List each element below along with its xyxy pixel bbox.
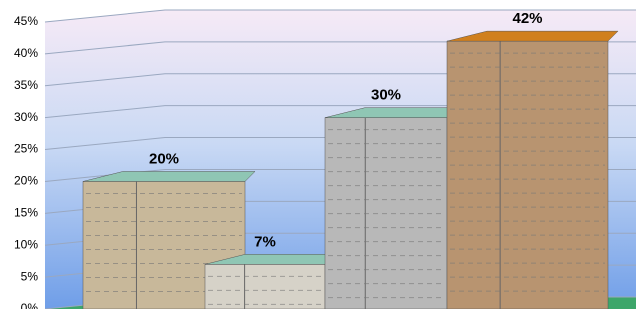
- value-label: 20%: [149, 150, 179, 167]
- y-tick-label: 35%: [14, 78, 38, 92]
- y-tick-label: 40%: [14, 46, 38, 60]
- y-tick-label: 15%: [14, 206, 38, 220]
- value-label: 42%: [512, 10, 542, 27]
- y-tick-label: 30%: [14, 110, 38, 124]
- y-tick-label: 20%: [14, 174, 38, 188]
- y-tick-label: 45%: [14, 14, 38, 28]
- y-tick-label: 0%: [21, 301, 39, 309]
- chart: 0% 5% 10% 15% 20% 25% 30% 35% 40% 45% 20% 7% 30% 42%: [0, 0, 636, 309]
- y-tick-label: 10%: [14, 237, 38, 251]
- y-tick-label: 5%: [21, 269, 39, 283]
- y-tick-label: 25%: [14, 142, 38, 156]
- bar: [205, 264, 325, 309]
- value-label: 7%: [254, 233, 276, 250]
- value-label: 30%: [371, 87, 401, 104]
